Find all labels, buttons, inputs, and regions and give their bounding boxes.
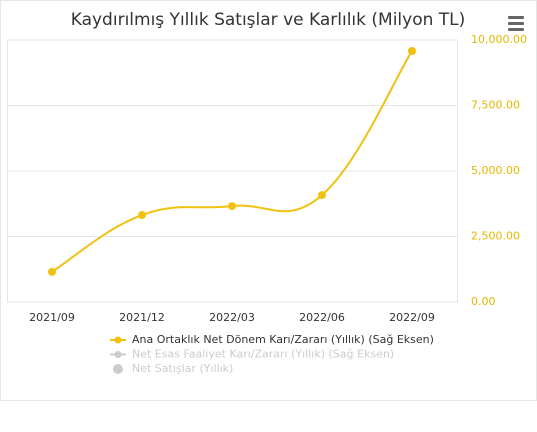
legend-symbol xyxy=(114,336,122,344)
point xyxy=(318,191,326,200)
series-line xyxy=(51,50,413,273)
y2-tick-label: 2,500.00 xyxy=(471,230,520,243)
menu-button[interactable] xyxy=(508,16,524,31)
x-tick-label: 2022/03 xyxy=(209,311,255,324)
y2-tick-label: 5,000.00 xyxy=(471,164,520,177)
y2-tick-label: 0.00 xyxy=(471,295,496,308)
legend-symbol xyxy=(113,364,123,374)
chart-title: Kaydırılmış Yıllık Satışlar ve Karlılık … xyxy=(71,10,466,30)
legend-symbol xyxy=(114,351,122,358)
point xyxy=(228,202,236,211)
x-tick-label: 2021/12 xyxy=(119,311,165,324)
y2-tick-label: 7,500.00 xyxy=(471,99,520,112)
point xyxy=(48,267,56,276)
y2-tick-label: 10,000.00 xyxy=(471,33,527,46)
point xyxy=(138,211,146,220)
x-tick-label: 2021/09 xyxy=(29,311,75,324)
legend-item[interactable]: Ana Ortaklık Net Dönem Karı/Zararı (Yıll… xyxy=(132,333,434,346)
legend-item[interactable]: Net Esas Faaliyet Karı/Zararı (Yıllık) (… xyxy=(132,348,394,361)
x-tick-label: 2022/06 xyxy=(299,311,345,324)
x-tick-label: 2022/09 xyxy=(389,311,435,324)
chart-frame xyxy=(0,0,537,401)
point xyxy=(408,47,416,56)
legend-item[interactable]: Net Satışlar (Yıllık) xyxy=(132,362,233,375)
